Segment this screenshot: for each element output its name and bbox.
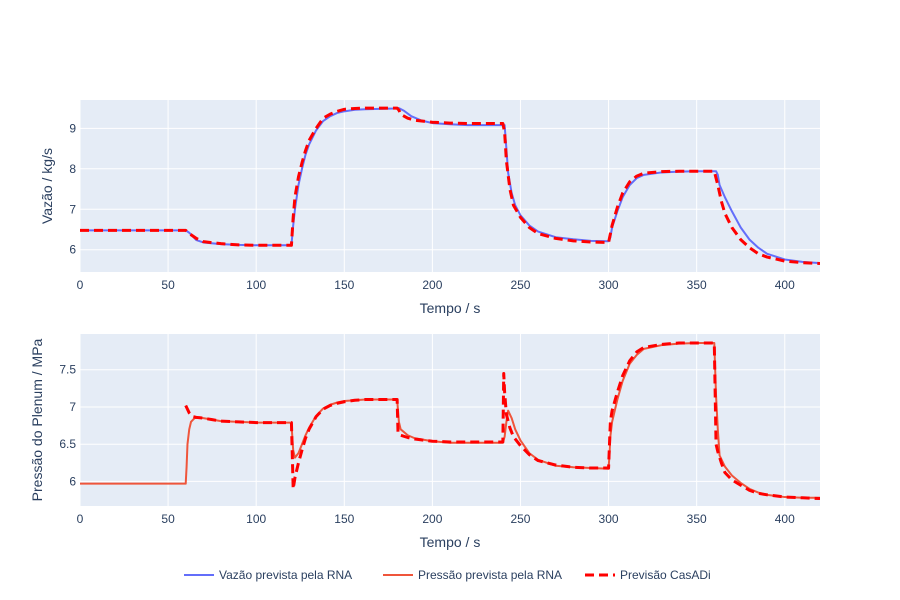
plot-area-1 — [80, 100, 820, 272]
legend-label: Vazão prevista pela RNA — [219, 568, 352, 582]
y-tick-label: 7 — [69, 202, 76, 216]
x-tick-label: 150 — [334, 512, 354, 526]
x-tick-label: 350 — [687, 278, 707, 292]
legend-item: Previsão CasADi — [585, 568, 711, 582]
x-tick-label: 200 — [422, 512, 442, 526]
y-tick-label: 7.5 — [59, 363, 76, 377]
y-tick-label: 6 — [69, 243, 76, 257]
x-tick-label: 250 — [510, 512, 530, 526]
x-tick-label: 400 — [775, 278, 795, 292]
y-tick-label: 7 — [69, 400, 76, 414]
y-axis-title: Pressão do Plenum / MPa — [29, 338, 45, 501]
series-group-1 — [80, 106, 820, 265]
subplot-1: 0 50 100 150 200 250 300 350 400 6 7 8 9 Tempo / s Vaz… — [39, 100, 820, 316]
y-tick-label: 6.5 — [59, 437, 76, 451]
tick-labels-2: 0 50 100 150 200 250 300 350 400 6 6.5 7 7.5 — [59, 363, 795, 526]
legend-item: Pressão prevista pela RNA — [383, 568, 562, 582]
tick-labels-1: 0 50 100 150 200 250 300 350 400 6 7 8 9 — [69, 121, 795, 292]
gridlines-2 — [79, 334, 820, 506]
legend-item: Vazão prevista pela RNA — [184, 568, 352, 582]
legend-label: Previsão CasADi — [620, 568, 711, 582]
legend: Vazão prevista pela RNA Pressão prevista … — [184, 568, 711, 582]
gridlines-1 — [79, 100, 820, 272]
series-group-2 — [80, 341, 820, 501]
x-axis-title: Tempo / s — [420, 534, 481, 550]
series-line-previsao-casadi — [184, 341, 820, 501]
x-tick-label: 300 — [599, 512, 619, 526]
y-tick-label: 9 — [69, 121, 76, 135]
x-tick-label: 150 — [334, 278, 354, 292]
y-axis-title: Vazão / kg/s — [39, 148, 55, 224]
x-tick-label: 350 — [687, 512, 707, 526]
subplot-2: 0 50 100 150 200 250 300 350 400 6 6.5 7 7.5 Tempo / … — [29, 334, 820, 550]
plot-area-2 — [80, 334, 820, 506]
x-tick-label: 50 — [161, 278, 175, 292]
x-axis-title: Tempo / s — [420, 300, 481, 316]
x-tick-label: 0 — [77, 278, 84, 292]
x-tick-label: 100 — [246, 512, 266, 526]
x-tick-label: 0 — [77, 512, 84, 526]
x-tick-label: 200 — [422, 278, 442, 292]
x-tick-label: 300 — [599, 278, 619, 292]
x-tick-label: 400 — [775, 512, 795, 526]
x-tick-label: 50 — [161, 512, 175, 526]
y-tick-label: 6 — [69, 474, 76, 488]
y-tick-label: 8 — [69, 162, 76, 176]
x-tick-label: 100 — [246, 278, 266, 292]
legend-label: Pressão prevista pela RNA — [418, 568, 562, 582]
x-tick-label: 250 — [510, 278, 530, 292]
